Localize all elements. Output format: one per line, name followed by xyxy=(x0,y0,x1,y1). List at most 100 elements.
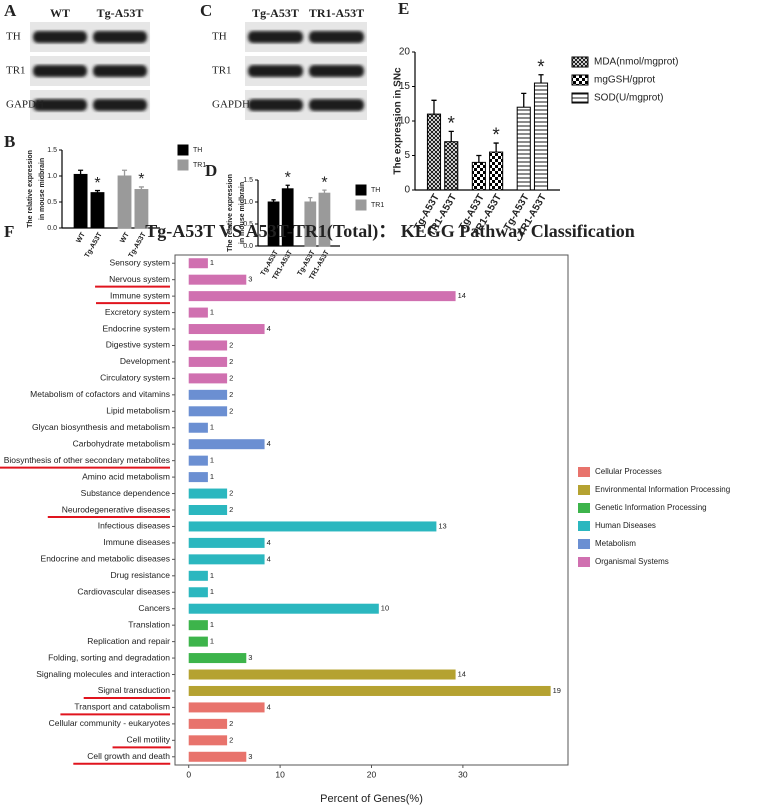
bar-count: 4 xyxy=(267,538,271,547)
bar xyxy=(90,192,105,229)
blot-band xyxy=(93,65,147,77)
legend-label: Genetic Information Processing xyxy=(595,503,707,512)
error-bar xyxy=(138,186,144,190)
blot-band xyxy=(309,99,364,111)
x-tick-label: WT xyxy=(119,231,131,245)
y-tick-label: 0.5 xyxy=(47,199,57,206)
y-tick-label: 10 xyxy=(399,116,411,127)
blot-band xyxy=(33,31,87,43)
bar xyxy=(188,422,208,433)
blot-band xyxy=(309,65,364,77)
bar-count: 3 xyxy=(248,653,252,662)
category-label: Replication and repair xyxy=(87,636,170,646)
blot-band xyxy=(248,99,303,111)
legend-swatch xyxy=(578,467,590,477)
legend-label: TH xyxy=(193,147,202,154)
blot-band xyxy=(248,31,303,43)
y-tick-label: 0.0 xyxy=(47,225,57,232)
legend-label: Human Diseases xyxy=(595,521,656,530)
blot-band xyxy=(33,99,87,111)
bar xyxy=(444,141,459,191)
category-label: Biosynthesis of other secondary metaboli… xyxy=(4,455,170,465)
category-label: Folding, sorting and degradation xyxy=(48,652,170,662)
bar xyxy=(489,151,504,191)
blot-band xyxy=(309,31,364,43)
y-tick-label: 20 xyxy=(399,47,411,58)
bar xyxy=(533,82,549,191)
y-tick-label: 0.5 xyxy=(243,221,253,228)
panel-label: E xyxy=(398,0,409,18)
category-label: Translation xyxy=(128,619,170,629)
legend-swatch xyxy=(578,521,590,531)
significance: * xyxy=(537,57,545,78)
row-label: GAPDH xyxy=(212,99,250,111)
panel-label: A xyxy=(4,1,17,20)
category-label: Lipid metabolism xyxy=(106,406,170,416)
legend-label: SOD(U/mgprot) xyxy=(594,93,663,104)
bar-count: 1 xyxy=(210,258,214,267)
significance: * xyxy=(448,113,456,134)
legend-label: Cellular Processes xyxy=(595,467,662,476)
y-tick-label: 0 xyxy=(404,185,410,196)
y-tick-label: 1.0 xyxy=(47,173,57,180)
bar xyxy=(188,702,265,713)
bar-count: 2 xyxy=(229,719,233,728)
bar xyxy=(516,106,531,191)
panel-label: F xyxy=(4,222,14,241)
bar-count: 1 xyxy=(210,637,214,646)
bar xyxy=(188,389,228,400)
bar-count: 3 xyxy=(248,275,252,284)
error-bar xyxy=(271,199,276,202)
y-tick-label: 1.0 xyxy=(243,199,253,206)
category-label: Sensory system xyxy=(110,257,170,267)
bar xyxy=(188,685,551,696)
blot-band xyxy=(248,65,303,77)
bar-count: 2 xyxy=(229,735,233,744)
bar xyxy=(188,258,208,269)
legend-swatch xyxy=(578,485,590,495)
legend-swatch xyxy=(355,199,367,211)
panel-label: B xyxy=(4,132,15,151)
bar-count: 2 xyxy=(229,406,233,415)
blot-band xyxy=(93,99,147,111)
row-label: TR1 xyxy=(6,65,26,77)
category-label: Cell motility xyxy=(127,735,171,745)
bar xyxy=(188,373,228,384)
x-tick-label: 10 xyxy=(275,769,285,779)
lane-label: WT xyxy=(50,6,70,20)
y-tick-label: 15 xyxy=(399,81,411,92)
bar xyxy=(188,488,228,499)
legend-label: TR1 xyxy=(371,202,384,209)
bar xyxy=(188,554,265,565)
bar-count: 1 xyxy=(210,472,214,481)
bar xyxy=(188,603,379,614)
panel-label: D xyxy=(205,161,217,180)
bar-count: 1 xyxy=(210,587,214,596)
error-bar xyxy=(476,154,482,163)
bar xyxy=(188,291,456,302)
lane-label: Tg-A53T xyxy=(252,6,299,20)
bar-count: 2 xyxy=(229,373,233,382)
bar-count: 14 xyxy=(458,670,466,679)
category-label: Carbohydrate metabolism xyxy=(73,438,170,448)
x-tick-label: 30 xyxy=(458,769,468,779)
bar-count: 2 xyxy=(229,505,233,514)
bar xyxy=(188,636,208,647)
significance: * xyxy=(492,125,500,146)
y-tick-label: 1.5 xyxy=(47,147,57,154)
bar xyxy=(188,439,265,450)
y-tick-label: 0.0 xyxy=(243,243,253,250)
bar xyxy=(188,669,456,680)
row-label: TH xyxy=(6,31,21,43)
significance: * xyxy=(94,175,100,192)
bar-count: 1 xyxy=(210,423,214,432)
error-bar xyxy=(431,99,437,115)
row-label: GAPDH xyxy=(6,99,44,111)
category-label: Cellular community - eukaryotes xyxy=(49,718,170,728)
error-bar xyxy=(322,189,327,194)
legend-swatch xyxy=(177,144,189,156)
bar-count: 2 xyxy=(229,357,233,366)
bar-count: 2 xyxy=(229,390,233,399)
legend-swatch xyxy=(177,159,189,171)
